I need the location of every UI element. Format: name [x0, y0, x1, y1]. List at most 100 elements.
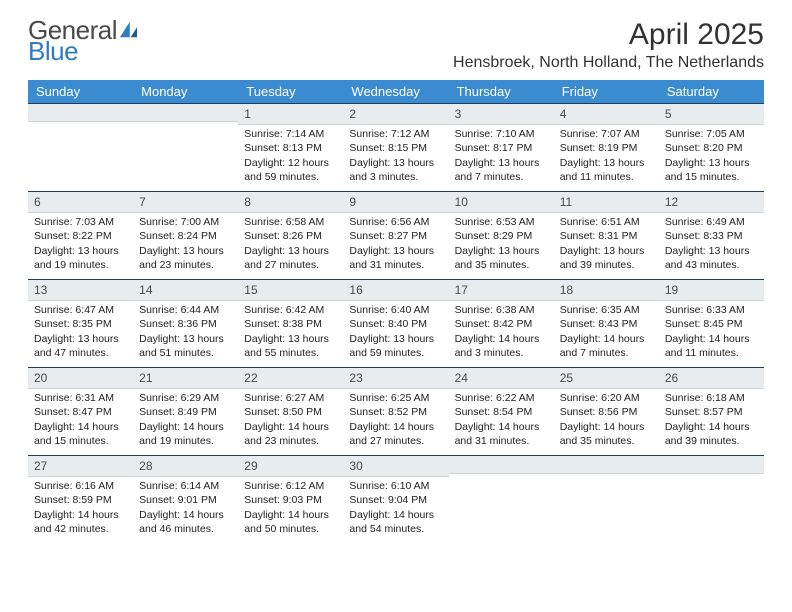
day-details: Sunrise: 6:42 AMSunset: 8:38 PMDaylight:…	[238, 301, 343, 364]
day-details: Sunrise: 6:49 AMSunset: 8:33 PMDaylight:…	[659, 213, 764, 276]
calendar-cell: 12Sunrise: 6:49 AMSunset: 8:33 PMDayligh…	[659, 191, 764, 279]
empty-day-header	[659, 455, 764, 474]
day-details: Sunrise: 6:22 AMSunset: 8:54 PMDaylight:…	[449, 389, 554, 452]
day-details: Sunrise: 6:12 AMSunset: 9:03 PMDaylight:…	[238, 477, 343, 540]
day-number: 28	[133, 455, 238, 477]
empty-day-header	[449, 455, 554, 474]
day-number: 25	[554, 367, 659, 389]
calendar-cell: 28Sunrise: 6:14 AMSunset: 9:01 PMDayligh…	[133, 455, 238, 543]
calendar-cell: 27Sunrise: 6:16 AMSunset: 8:59 PMDayligh…	[28, 455, 133, 543]
day-header: Wednesday	[343, 80, 448, 103]
empty-day-header	[554, 455, 659, 474]
calendar-cell	[133, 103, 238, 191]
day-details: Sunrise: 6:33 AMSunset: 8:45 PMDaylight:…	[659, 301, 764, 364]
calendar-cell: 22Sunrise: 6:27 AMSunset: 8:50 PMDayligh…	[238, 367, 343, 455]
day-details: Sunrise: 6:35 AMSunset: 8:43 PMDaylight:…	[554, 301, 659, 364]
day-number: 18	[554, 279, 659, 301]
calendar-cell: 4Sunrise: 7:07 AMSunset: 8:19 PMDaylight…	[554, 103, 659, 191]
day-number: 12	[659, 191, 764, 213]
day-number: 10	[449, 191, 554, 213]
calendar-cell: 1Sunrise: 7:14 AMSunset: 8:13 PMDaylight…	[238, 103, 343, 191]
calendar-cell: 9Sunrise: 6:56 AMSunset: 8:27 PMDaylight…	[343, 191, 448, 279]
empty-day-header	[28, 103, 133, 122]
calendar-cell: 5Sunrise: 7:05 AMSunset: 8:20 PMDaylight…	[659, 103, 764, 191]
calendar-cell: 13Sunrise: 6:47 AMSunset: 8:35 PMDayligh…	[28, 279, 133, 367]
day-number: 14	[133, 279, 238, 301]
calendar-week-row: 13Sunrise: 6:47 AMSunset: 8:35 PMDayligh…	[28, 279, 764, 367]
day-number: 3	[449, 103, 554, 125]
calendar-cell: 24Sunrise: 6:22 AMSunset: 8:54 PMDayligh…	[449, 367, 554, 455]
day-details: Sunrise: 7:12 AMSunset: 8:15 PMDaylight:…	[343, 125, 448, 188]
day-details: Sunrise: 7:03 AMSunset: 8:22 PMDaylight:…	[28, 213, 133, 276]
empty-day-header	[133, 103, 238, 122]
calendar-cell: 14Sunrise: 6:44 AMSunset: 8:36 PMDayligh…	[133, 279, 238, 367]
day-details: Sunrise: 6:38 AMSunset: 8:42 PMDaylight:…	[449, 301, 554, 364]
day-header: Friday	[554, 80, 659, 103]
day-header: Saturday	[659, 80, 764, 103]
day-details: Sunrise: 6:58 AMSunset: 8:26 PMDaylight:…	[238, 213, 343, 276]
day-header-row: Sunday Monday Tuesday Wednesday Thursday…	[28, 80, 764, 103]
calendar-cell: 8Sunrise: 6:58 AMSunset: 8:26 PMDaylight…	[238, 191, 343, 279]
day-header: Tuesday	[238, 80, 343, 103]
day-details: Sunrise: 7:05 AMSunset: 8:20 PMDaylight:…	[659, 125, 764, 188]
day-number: 9	[343, 191, 448, 213]
location: Hensbroek, North Holland, The Netherland…	[453, 54, 764, 72]
day-header: Monday	[133, 80, 238, 103]
day-number: 17	[449, 279, 554, 301]
day-details: Sunrise: 6:10 AMSunset: 9:04 PMDaylight:…	[343, 477, 448, 540]
day-number: 2	[343, 103, 448, 125]
day-details: Sunrise: 6:31 AMSunset: 8:47 PMDaylight:…	[28, 389, 133, 452]
day-header: Sunday	[28, 80, 133, 103]
day-header: Thursday	[449, 80, 554, 103]
day-details: Sunrise: 6:18 AMSunset: 8:57 PMDaylight:…	[659, 389, 764, 452]
day-details: Sunrise: 6:16 AMSunset: 8:59 PMDaylight:…	[28, 477, 133, 540]
calendar-cell	[554, 455, 659, 543]
calendar-cell: 29Sunrise: 6:12 AMSunset: 9:03 PMDayligh…	[238, 455, 343, 543]
day-details: Sunrise: 6:25 AMSunset: 8:52 PMDaylight:…	[343, 389, 448, 452]
day-number: 23	[343, 367, 448, 389]
calendar-cell: 2Sunrise: 7:12 AMSunset: 8:15 PMDaylight…	[343, 103, 448, 191]
day-number: 22	[238, 367, 343, 389]
day-number: 4	[554, 103, 659, 125]
calendar-cell: 25Sunrise: 6:20 AMSunset: 8:56 PMDayligh…	[554, 367, 659, 455]
day-number: 24	[449, 367, 554, 389]
day-details: Sunrise: 6:29 AMSunset: 8:49 PMDaylight:…	[133, 389, 238, 452]
calendar-table: Sunday Monday Tuesday Wednesday Thursday…	[28, 80, 764, 543]
day-number: 27	[28, 455, 133, 477]
calendar-cell: 15Sunrise: 6:42 AMSunset: 8:38 PMDayligh…	[238, 279, 343, 367]
day-details: Sunrise: 6:14 AMSunset: 9:01 PMDaylight:…	[133, 477, 238, 540]
brand-logo: GeneralBlue	[28, 18, 138, 63]
calendar-cell: 3Sunrise: 7:10 AMSunset: 8:17 PMDaylight…	[449, 103, 554, 191]
calendar-cell: 17Sunrise: 6:38 AMSunset: 8:42 PMDayligh…	[449, 279, 554, 367]
day-details: Sunrise: 6:27 AMSunset: 8:50 PMDaylight:…	[238, 389, 343, 452]
calendar-week-row: 6Sunrise: 7:03 AMSunset: 8:22 PMDaylight…	[28, 191, 764, 279]
calendar-week-row: 20Sunrise: 6:31 AMSunset: 8:47 PMDayligh…	[28, 367, 764, 455]
day-number: 13	[28, 279, 133, 301]
calendar-cell: 30Sunrise: 6:10 AMSunset: 9:04 PMDayligh…	[343, 455, 448, 543]
day-number: 26	[659, 367, 764, 389]
day-number: 1	[238, 103, 343, 125]
day-details: Sunrise: 7:07 AMSunset: 8:19 PMDaylight:…	[554, 125, 659, 188]
day-details: Sunrise: 7:10 AMSunset: 8:17 PMDaylight:…	[449, 125, 554, 188]
day-number: 8	[238, 191, 343, 213]
day-details: Sunrise: 6:56 AMSunset: 8:27 PMDaylight:…	[343, 213, 448, 276]
day-details: Sunrise: 6:51 AMSunset: 8:31 PMDaylight:…	[554, 213, 659, 276]
calendar-cell: 23Sunrise: 6:25 AMSunset: 8:52 PMDayligh…	[343, 367, 448, 455]
day-number: 19	[659, 279, 764, 301]
calendar-week-row: 27Sunrise: 6:16 AMSunset: 8:59 PMDayligh…	[28, 455, 764, 543]
calendar-cell: 7Sunrise: 7:00 AMSunset: 8:24 PMDaylight…	[133, 191, 238, 279]
calendar-cell: 16Sunrise: 6:40 AMSunset: 8:40 PMDayligh…	[343, 279, 448, 367]
day-details: Sunrise: 7:00 AMSunset: 8:24 PMDaylight:…	[133, 213, 238, 276]
day-details: Sunrise: 6:44 AMSunset: 8:36 PMDaylight:…	[133, 301, 238, 364]
calendar-cell: 10Sunrise: 6:53 AMSunset: 8:29 PMDayligh…	[449, 191, 554, 279]
calendar-cell	[449, 455, 554, 543]
day-number: 6	[28, 191, 133, 213]
calendar-cell: 6Sunrise: 7:03 AMSunset: 8:22 PMDaylight…	[28, 191, 133, 279]
month-title: April 2025	[453, 18, 764, 52]
calendar-cell	[28, 103, 133, 191]
day-number: 5	[659, 103, 764, 125]
calendar-cell	[659, 455, 764, 543]
calendar-cell: 18Sunrise: 6:35 AMSunset: 8:43 PMDayligh…	[554, 279, 659, 367]
calendar-week-row: 1Sunrise: 7:14 AMSunset: 8:13 PMDaylight…	[28, 103, 764, 191]
day-number: 15	[238, 279, 343, 301]
